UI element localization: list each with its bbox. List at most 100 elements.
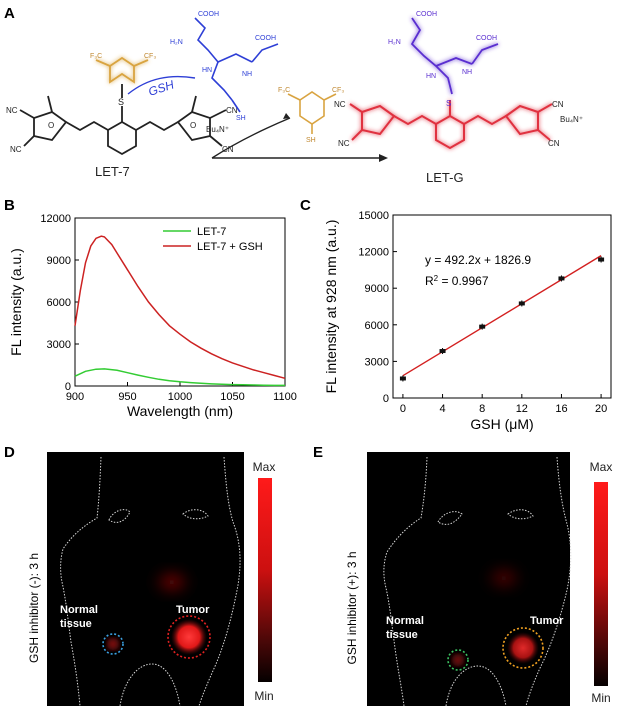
panel-label-b: B [4,197,15,214]
panel-e: E GSH inhibitor (+): 3 h Normal tissue T… [313,444,612,707]
chart-b: 900 950 1000 1050 1100 0 3000 6000 9000 12000 Wave… [8,213,297,419]
chart-c-ytick-label: 3000 [365,356,389,368]
chart-c-ytick-label: 9000 [365,283,389,295]
chart-c-xtick-label: 8 [479,403,485,415]
chart-c-point [518,301,525,306]
panel-label-d: D [4,444,15,461]
normal-label-e-line1: Normal [386,615,424,627]
letg-nc-l2: NC [338,139,350,148]
tumor-signal-e [507,632,539,664]
letg-structure [349,100,553,150]
mouse-limbs-e [437,509,534,525]
gsh-structure [194,17,279,113]
scale-min-d: Min [254,689,273,703]
letg-gsh-structure [410,17,499,95]
body-glow-d [150,566,194,598]
color-scale-e [594,482,608,686]
chart-c-xlabel: GSH (μM) [470,416,533,432]
panel-c: C 0 4 8 12 16 20 0 3000 6000 9000 12000 15000 GSH (μ… [300,197,612,432]
chart-c-fit-line [402,255,602,377]
chart-c: 0 4 8 12 16 20 0 3000 6000 9000 12000 15000 GSH (μM)… [323,210,612,432]
chart-b-xtick-label: 950 [118,391,136,403]
panel-a: A F₃C CF₃ S NC NC [4,5,583,185]
chart-b-xtick-label: 1000 [168,391,192,403]
gsh-sh-label: SH [236,115,246,122]
normal-label-d-line1: Normal [60,604,98,616]
chart-c-xtick-label: 16 [555,403,567,415]
letg-s-label: S [446,99,451,108]
panel-b: B 900 950 1000 1050 1100 0 3000 6000 9000 12000 Wa… [4,197,297,419]
mouse-outline-d [60,456,241,707]
letg-label: LET-G [426,170,464,185]
chart-b-series-line-1 [74,368,285,387]
letg-cooh2-label: COOH [476,35,497,42]
cn-label-r1: CN [226,106,238,115]
gsh-nh2-label: H₂N [170,39,183,46]
tumor-label-e: Tumor [530,615,564,627]
mouse-tail-e [445,665,507,707]
normal-label-d-line2: tissue [60,618,92,630]
let7-structure [19,84,227,156]
chart-c-ytick-label: 6000 [365,320,389,332]
scale-min-e: Min [591,691,610,705]
panel-label-e: E [313,444,323,461]
thiol-cf3-right: CF₃ [332,87,344,94]
body-glow-e [482,562,526,594]
chart-c-ytick-label: 0 [383,393,389,405]
letg-nc-l1: NC [334,100,346,109]
chart-c-xtick-label: 4 [439,403,445,415]
chart-c-equation: y = 492.2x + 1826.9 [425,253,531,267]
panel-label-c: C [300,197,311,214]
normal-tissue-circle-d [102,633,124,655]
release-arrow [211,117,291,159]
let7-label: LET-7 [95,164,130,179]
chart-c-r2: R2 = 0.9967 [425,274,489,289]
chart-c-point [558,276,565,281]
chart-b-xtick-label: 900 [66,391,84,403]
chart-b-series-line-2 [74,235,286,380]
normal-tissue-circle-e [447,649,469,671]
gsh-cooh2-label: COOH [255,35,276,42]
letg-bu4n-label: Bu₄N⁺ [560,115,583,124]
letg-nh-label: NH [462,69,472,76]
image-d-ylabel: GSH inhibitor (-): 3 h [27,553,41,663]
thiol-cf3-left: F₃C [278,87,290,94]
let7-aryl-ring [95,56,149,84]
chart-c-xtick-label: 0 [400,403,406,415]
panel-label-a: A [4,5,15,22]
s-atom-label: S [118,97,124,107]
normal-signal-d [107,638,119,650]
gsh-hn-label: HN [202,67,212,74]
thiol-sh-label: SH [306,137,316,144]
letg-nh2-label: H₂N [388,39,401,46]
chart-b-ylabel: FL intensity (a.u.) [8,248,24,356]
mouse-tail-d [119,663,181,707]
chart-c-ytick-label: 12000 [358,247,389,259]
tumor-circle-e [502,627,544,669]
chart-c-point [598,257,605,262]
gsh-cooh-label: COOH [198,11,219,18]
gsh-nh-label: NH [242,71,252,78]
bu4n-label: Bu₄N⁺ [206,125,229,134]
normal-label-e-line2: tissue [386,629,418,641]
chart-c-frame [392,214,612,399]
letg-cooh-label: COOH [416,11,437,18]
chart-c-ylabel: FL intensity at 928 nm (a.u.) [323,220,339,394]
o-label-r: O [190,121,196,130]
chart-c-point [439,349,446,354]
release-arrowhead [283,113,290,119]
normal-signal-e [452,654,464,666]
chart-c-point [479,324,486,329]
chart-c-point [399,376,406,381]
panel-d: D GSH inhibitor (-): 3 h Normal tissue T… [4,444,276,707]
reaction-arrowhead [379,154,388,162]
mouse-limbs-d [108,509,209,523]
chart-b-ytick-label: 12000 [40,213,71,225]
letg-hn-label: HN [426,73,436,80]
chart-b-xtick-label: 1050 [220,391,244,403]
tumor-signal-d [171,619,207,655]
scale-max-d: Max [253,460,276,474]
released-thiol [287,91,337,134]
cf3-left-label: F₃C [90,53,102,60]
